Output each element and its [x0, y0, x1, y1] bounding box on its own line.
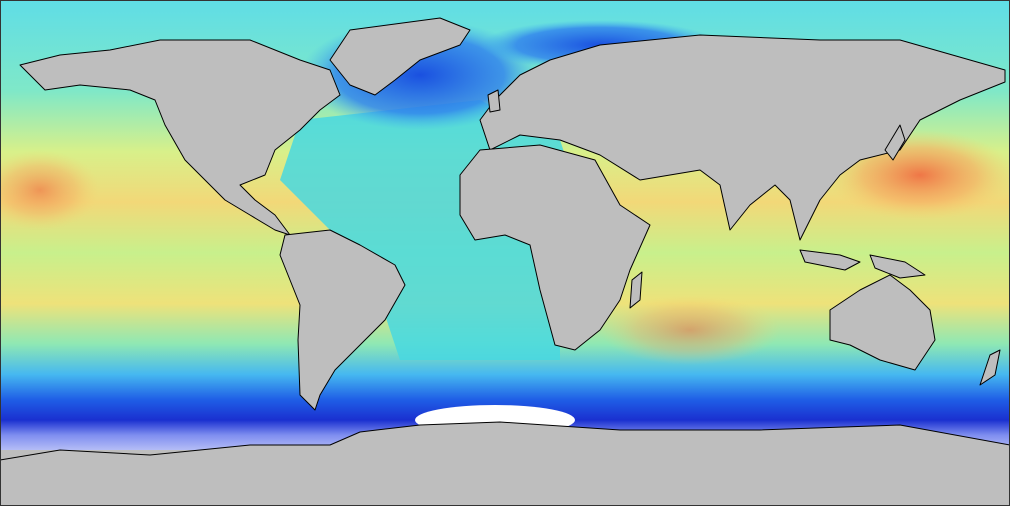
greenland [329, 17, 471, 96]
north-america [19, 39, 341, 236]
new-zealand [979, 349, 1001, 386]
indonesia [799, 249, 861, 271]
britain [487, 89, 501, 113]
south-america [279, 229, 406, 411]
eurasia [479, 34, 1006, 241]
madagascar [629, 271, 643, 309]
warm-indian [600, 295, 780, 365]
africa [459, 144, 651, 351]
continents [0, 17, 1010, 506]
australia [829, 274, 936, 371]
antarctica [0, 421, 1010, 506]
warm-east [0, 150, 100, 230]
japan [884, 124, 906, 161]
new-guinea [869, 254, 926, 279]
